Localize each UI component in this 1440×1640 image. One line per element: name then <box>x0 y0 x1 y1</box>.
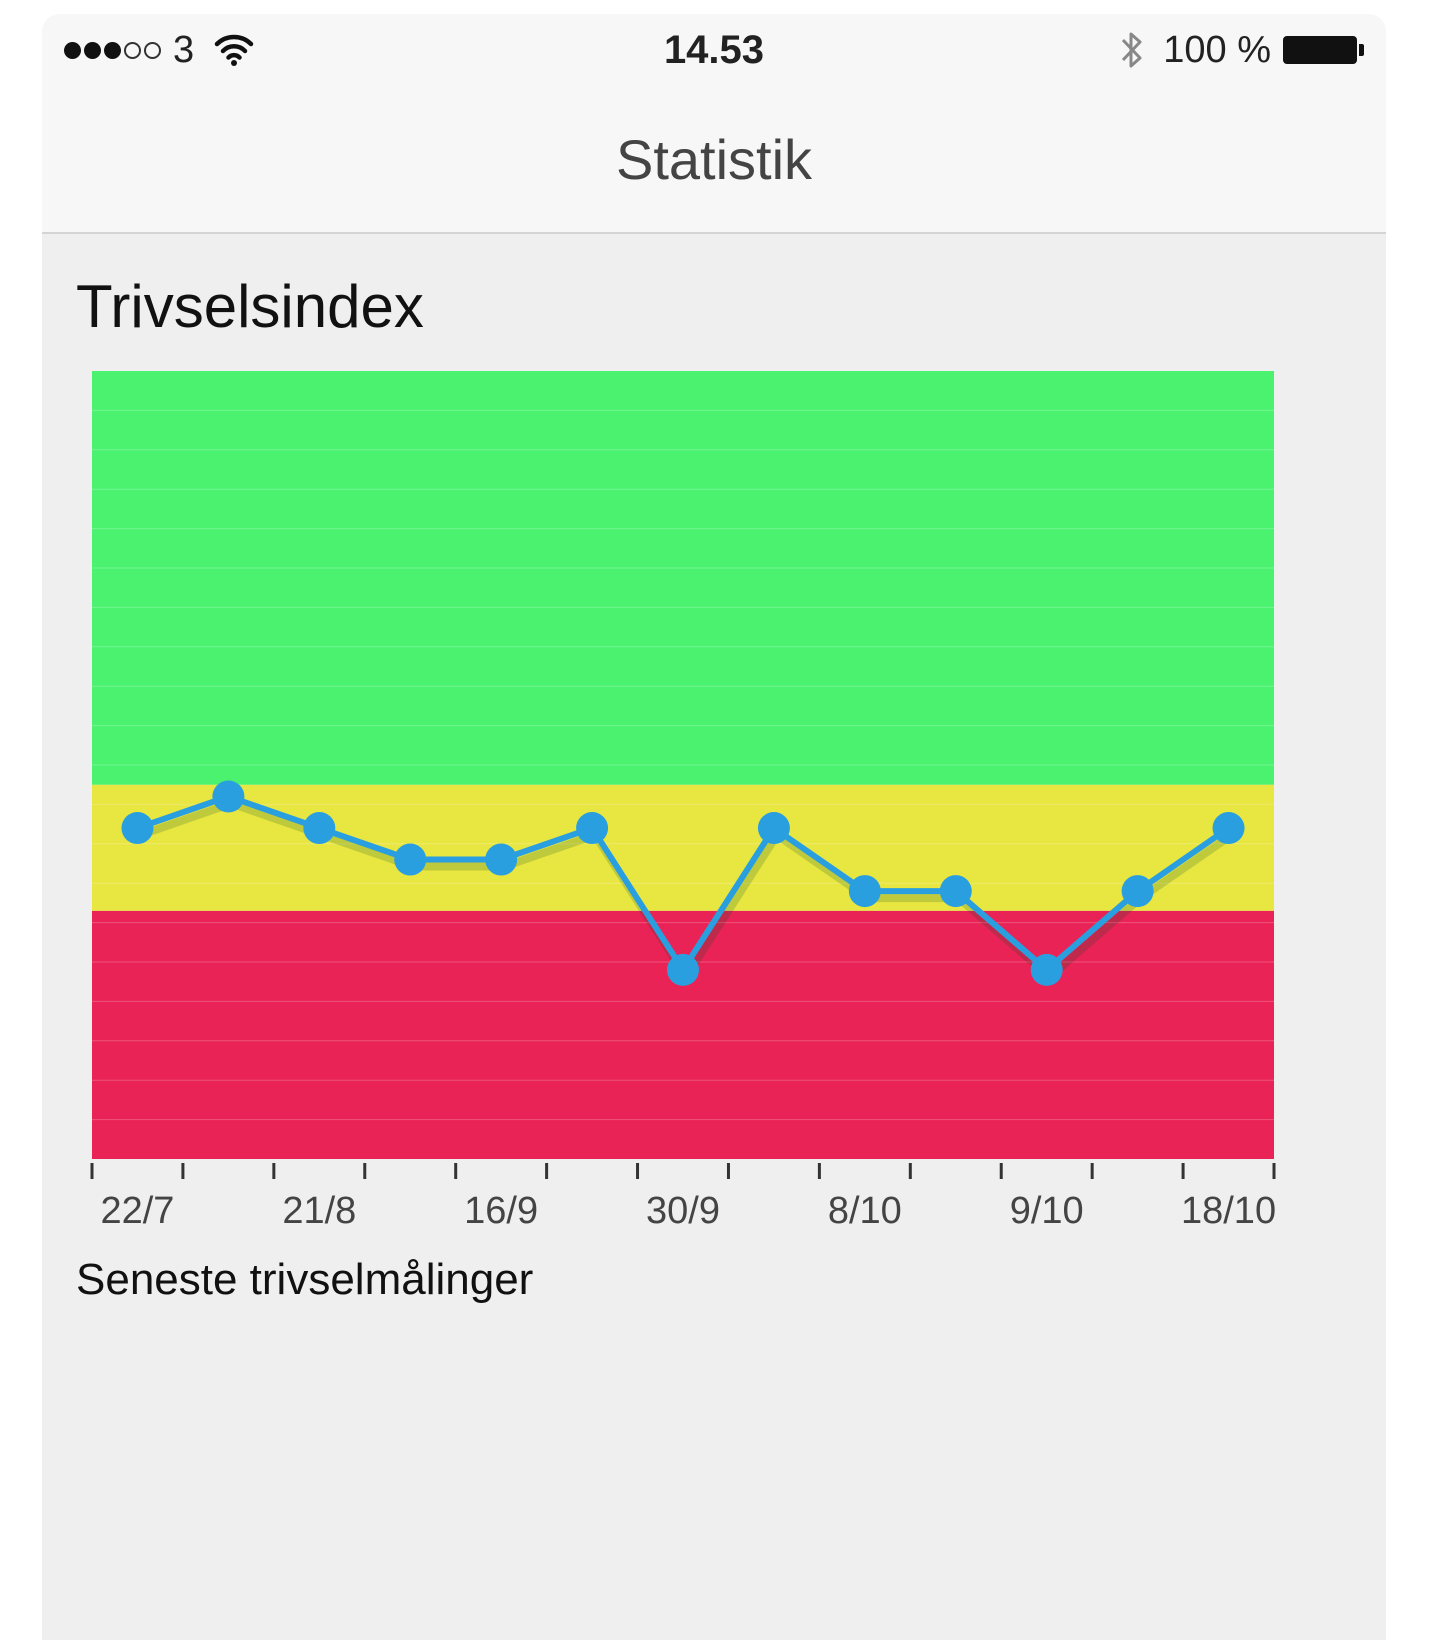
data-point <box>1121 875 1154 908</box>
chart-bands <box>92 371 1274 1159</box>
x-tick-label: 30/9 <box>646 1190 720 1232</box>
section-subtitle: Seneste trivselmålinger <box>76 1255 534 1304</box>
x-tick-label: 22/7 <box>100 1190 174 1232</box>
bluetooth-icon <box>1122 32 1142 68</box>
wifi-icon <box>214 34 254 66</box>
signal-dot <box>144 41 161 59</box>
data-point <box>485 843 518 876</box>
signal-dot <box>64 41 81 59</box>
data-point <box>939 875 972 908</box>
data-point <box>576 812 609 845</box>
status-bar: 3 14.53 100 % <box>42 14 1386 86</box>
section-title: Trivselsindex <box>76 273 424 340</box>
data-point <box>667 953 699 986</box>
data-point <box>848 875 881 908</box>
data-point <box>121 812 154 845</box>
signal-dot <box>104 41 121 59</box>
chart-band-1 <box>92 784 1274 911</box>
wellbeing-line-chart: 22/7 21/8 16/9 30/9 8/10 9/10 18/10 <box>90 371 1276 1232</box>
battery-icon <box>1283 36 1364 64</box>
x-tick-label: 16/9 <box>464 1190 538 1232</box>
data-point <box>1030 953 1063 986</box>
data-point <box>1212 812 1245 845</box>
battery-percent: 100 % <box>1163 28 1271 71</box>
data-point <box>394 843 427 876</box>
phone-screen: 3 14.53 100 % Statistik Trivselsindex <box>42 14 1386 1640</box>
chart-gridlines <box>92 409 1274 1121</box>
x-tick-label: 21/8 <box>282 1190 356 1232</box>
signal-strength-icon <box>64 41 161 59</box>
status-right: 100 % <box>1119 28 1364 72</box>
data-point <box>303 812 336 845</box>
data-point <box>757 812 790 845</box>
status-time: 14.53 <box>663 28 765 72</box>
chart-band-0 <box>92 910 1274 1159</box>
navigation-bar: Statistik <box>42 86 1386 234</box>
chart-band-2 <box>92 371 1274 785</box>
signal-dot <box>84 41 101 59</box>
signal-dot <box>124 41 141 59</box>
status-left: 3 <box>64 28 254 72</box>
battery-body <box>1283 36 1357 64</box>
battery-tip <box>1359 44 1364 56</box>
page-title: Statistik <box>615 128 813 191</box>
x-tick-label: 18/10 <box>1181 1190 1276 1232</box>
x-axis: 22/7 21/8 16/9 30/9 8/10 9/10 18/10 <box>90 1163 1276 1232</box>
x-tick-label: 9/10 <box>1010 1190 1084 1232</box>
x-tick-label: 8/10 <box>828 1190 902 1232</box>
data-point <box>212 780 245 813</box>
carrier-label: 3 <box>173 28 195 71</box>
chart-points <box>121 780 1245 986</box>
